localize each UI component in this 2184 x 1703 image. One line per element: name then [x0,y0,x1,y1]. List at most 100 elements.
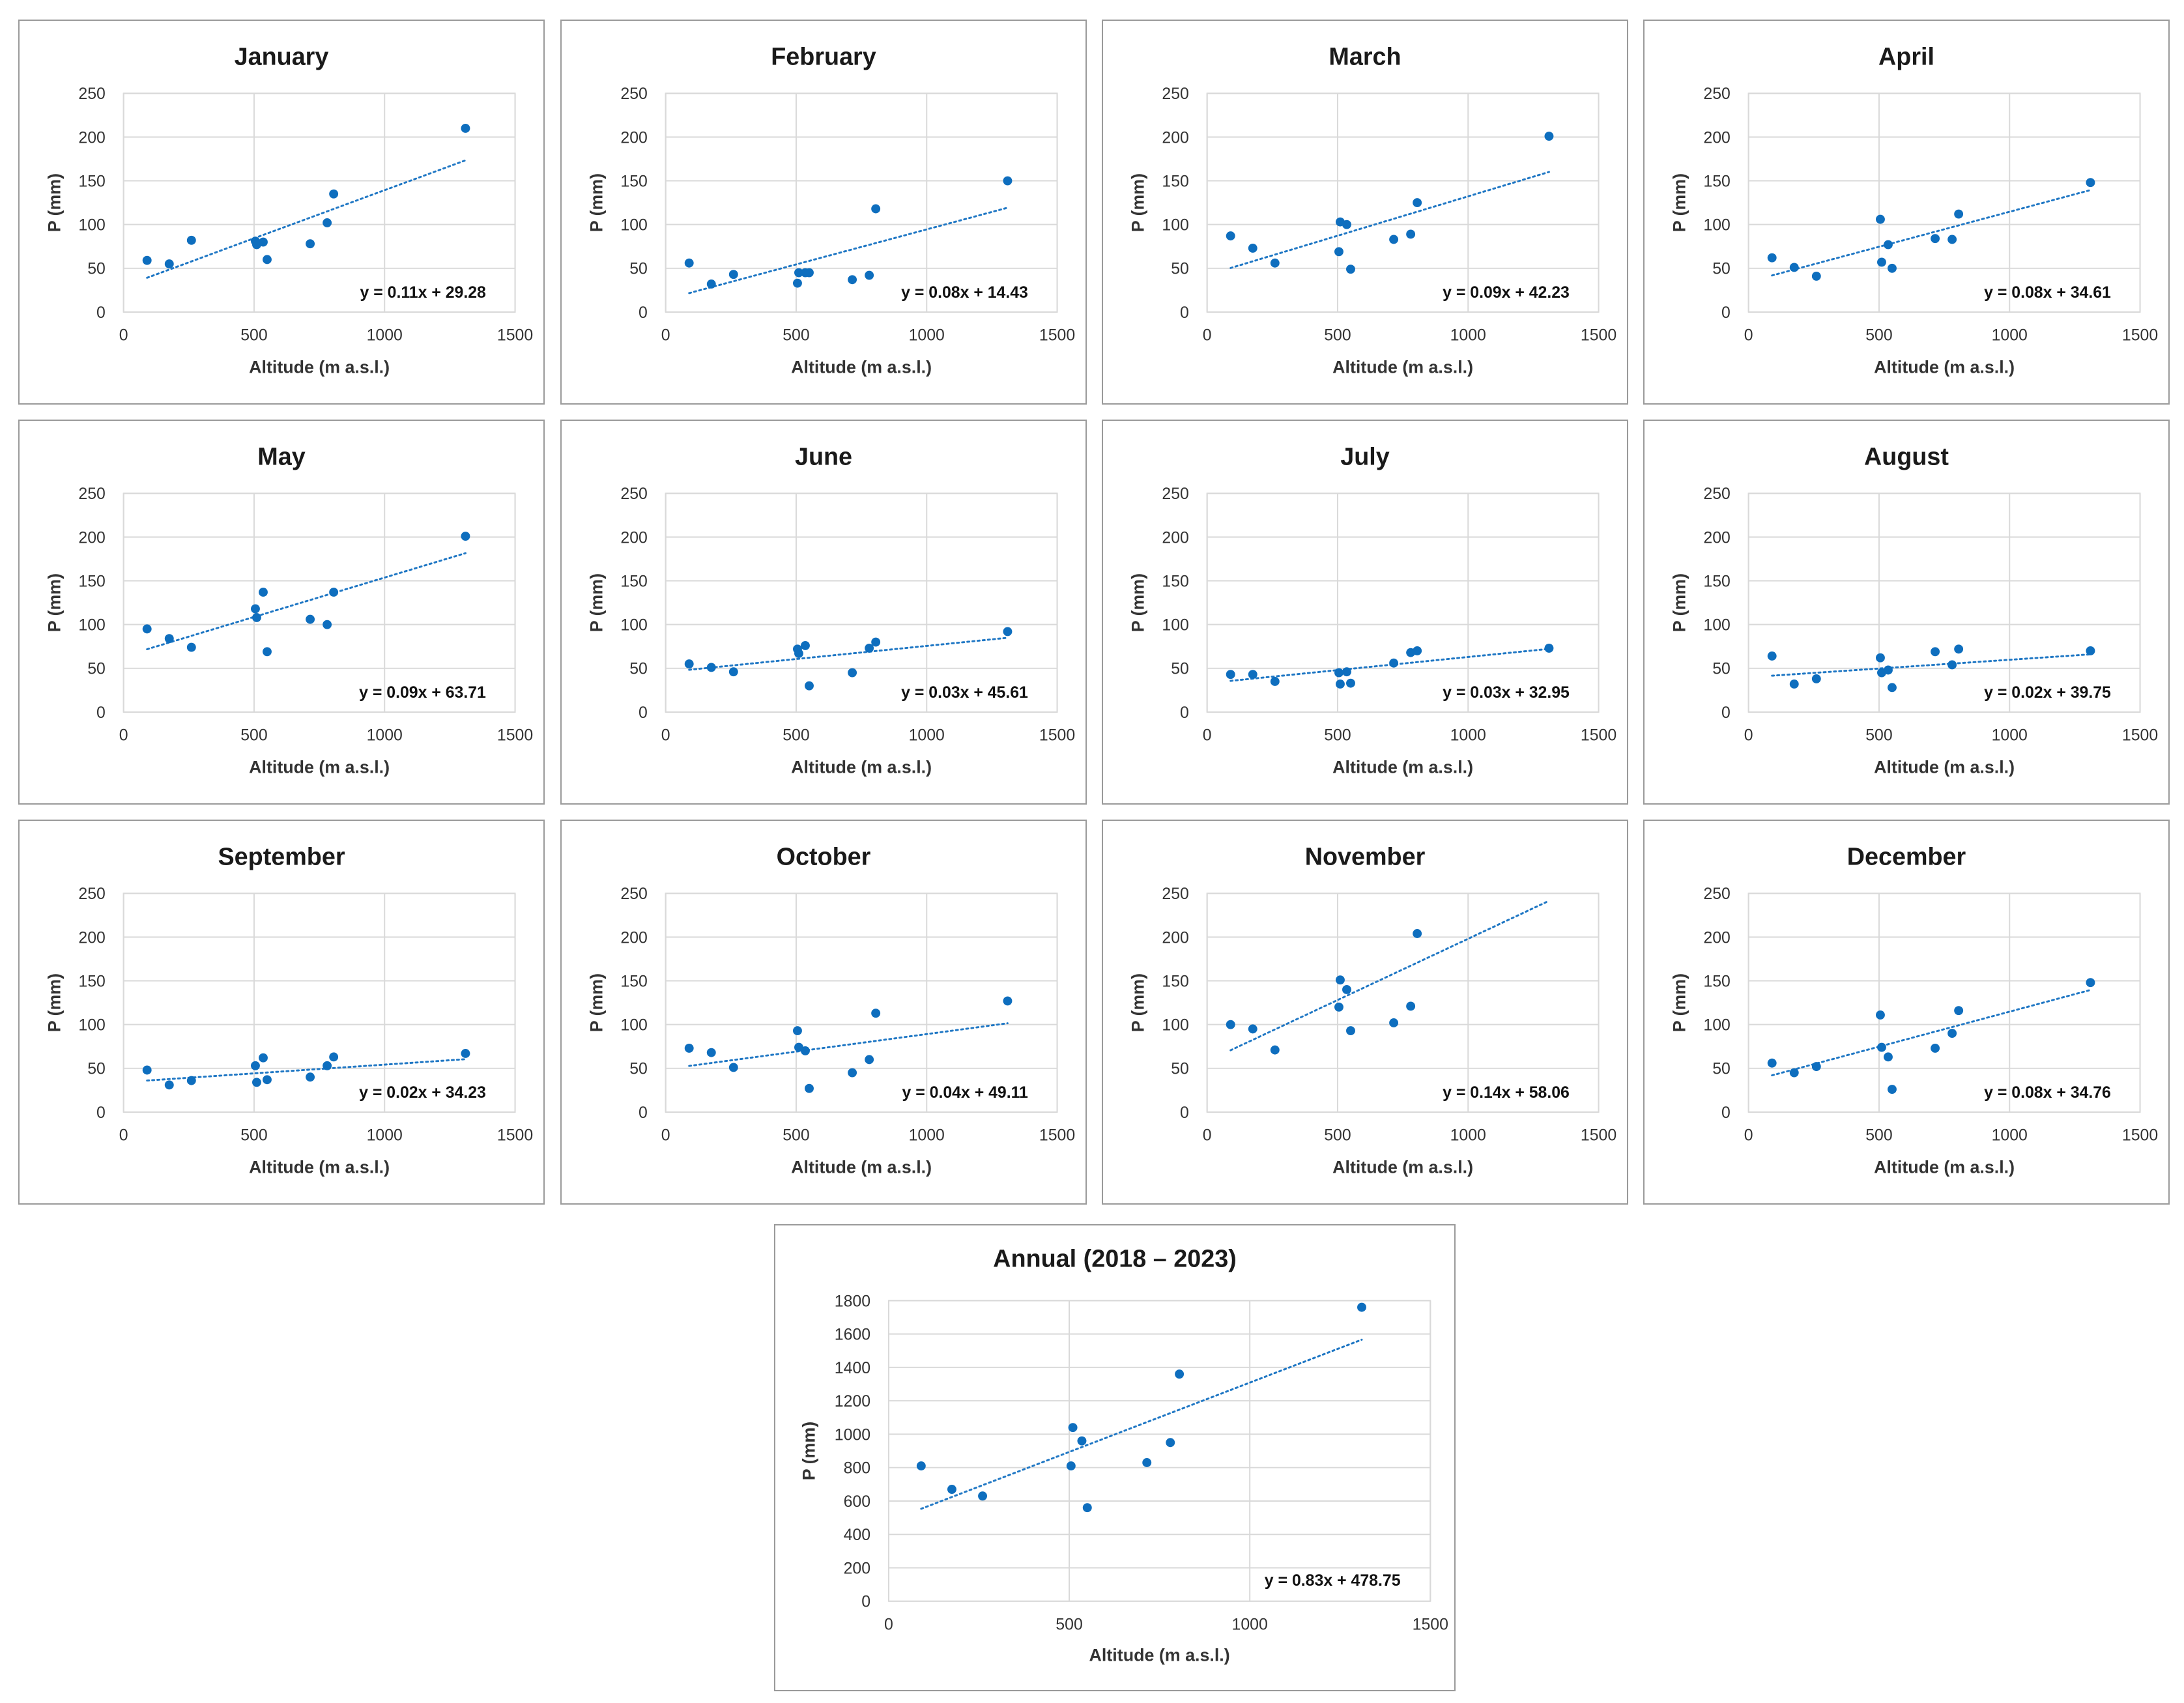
trendline [920,1338,1363,1510]
data-point [323,1061,332,1070]
trendline-equation: y = 0.09x + 42.23 [1443,284,1570,302]
data-point [1082,1503,1092,1513]
x-tick-label: 500 [783,327,809,345]
y-tick-label: 50 [1171,1061,1189,1078]
y-tick-label: 0 [96,704,106,722]
y-tick-label: 150 [1703,173,1730,190]
plot-area [122,493,516,713]
y-tick-label: 50 [1171,261,1189,278]
chart-title: September [218,843,345,870]
data-point [186,642,196,652]
y-tick-label: 150 [1162,173,1188,190]
y-tick-label: 400 [844,1526,870,1544]
y-tick-label: 0 [1180,304,1189,322]
data-point [1767,1058,1777,1068]
data-point [251,1061,260,1070]
chart-title: Annual (2018 – 2023) [993,1246,1237,1273]
data-point [329,588,339,597]
x-axis-label: Altitude (m a.s.l.) [1874,757,2015,777]
x-tick-label: 0 [1744,327,1753,345]
data-point [1226,1020,1235,1029]
x-tick-label: 1500 [1039,727,1075,745]
data-point [263,647,272,657]
y-tick-label: 250 [620,485,647,503]
y-axis-label: P (mm) [1669,173,1689,232]
x-tick-label: 0 [661,327,670,345]
x-tick-label: 1500 [2122,1127,2158,1145]
data-point [323,620,332,629]
chart-panel-february: February 0 50 100 150 200 250 0 500 1000 1500 Altit… [560,20,1087,405]
data-point [259,588,268,597]
chart-title: July [1340,443,1390,470]
trendline [146,1058,467,1082]
y-tick-label: 0 [639,704,648,722]
x-tick-label: 1500 [2122,327,2158,345]
chart-svg: August 0 50 100 150 200 250 0 500 1000 1500 Altitud… [1669,443,2158,777]
trendline-equation: y = 0.83x + 478.75 [1265,1571,1401,1590]
plot-area [1747,93,2141,313]
x-tick-label: 1500 [497,727,533,745]
data-point [728,270,738,279]
y-tick-label: 250 [78,885,105,903]
trendline-equation: y = 0.03x + 45.61 [901,684,1028,702]
data-point [1877,1042,1886,1052]
chart-svg: June 0 50 100 150 200 250 0 500 1000 1500 Altitude … [586,443,1075,777]
data-point [251,604,260,614]
trendline [688,207,1009,294]
chart-svg: July 0 50 100 150 200 250 0 500 1000 1500 Altitude … [1128,443,1616,777]
y-tick-label: 200 [1162,529,1188,547]
x-tick-label: 1500 [1581,727,1616,745]
data-point [1789,263,1799,272]
data-point [1884,240,1893,250]
data-point [706,663,716,672]
y-tick-label: 200 [620,529,647,547]
data-point [1346,265,1355,274]
y-tick-label: 200 [78,129,105,147]
y-tick-label: 200 [78,929,105,947]
x-axis-label: Altitude (m a.s.l.) [249,1157,390,1177]
data-point [1068,1423,1078,1433]
data-point [164,1080,174,1090]
y-tick-label: 250 [78,485,105,503]
x-tick-label: 1000 [1450,327,1486,345]
y-axis-label: P (mm) [1669,573,1689,632]
data-point [848,668,857,678]
x-tick-label: 0 [119,327,128,345]
plot-area [665,893,1058,1113]
y-tick-label: 1200 [835,1392,870,1410]
chart-title: November [1305,843,1426,870]
chart-title: August [1864,443,1949,470]
data-point [1389,658,1399,668]
data-point [1406,229,1416,239]
y-tick-label: 250 [1162,885,1188,903]
data-point [1811,271,1821,281]
x-tick-label: 1000 [1450,727,1486,745]
data-point [805,268,814,278]
x-tick-label: 500 [1865,727,1892,745]
y-tick-label: 50 [87,261,106,278]
x-tick-label: 1000 [1992,327,2028,345]
data-point [1334,668,1343,678]
data-point [461,532,470,541]
data-point [1066,1461,1076,1471]
data-point [1888,1085,1897,1094]
data-point [263,255,272,265]
trendline [1771,653,2091,677]
data-point [1789,1068,1799,1078]
plot-area [887,1300,1431,1602]
y-tick-label: 200 [1162,929,1188,947]
y-tick-label: 250 [1703,485,1730,503]
trendline-equation: y = 0.02x + 39.75 [1984,684,2111,702]
y-axis-label: P (mm) [586,973,606,1032]
data-point [1342,220,1351,229]
data-point [794,268,803,278]
data-point [1248,1024,1257,1034]
data-point [186,235,196,245]
y-tick-label: 150 [1162,973,1188,990]
data-point [461,1049,470,1058]
y-tick-label: 0 [639,304,648,322]
data-point [1248,243,1257,253]
x-tick-label: 0 [1744,727,1753,745]
trendline-equation: y = 0.09x + 63.71 [359,684,486,702]
data-point [1389,235,1399,244]
